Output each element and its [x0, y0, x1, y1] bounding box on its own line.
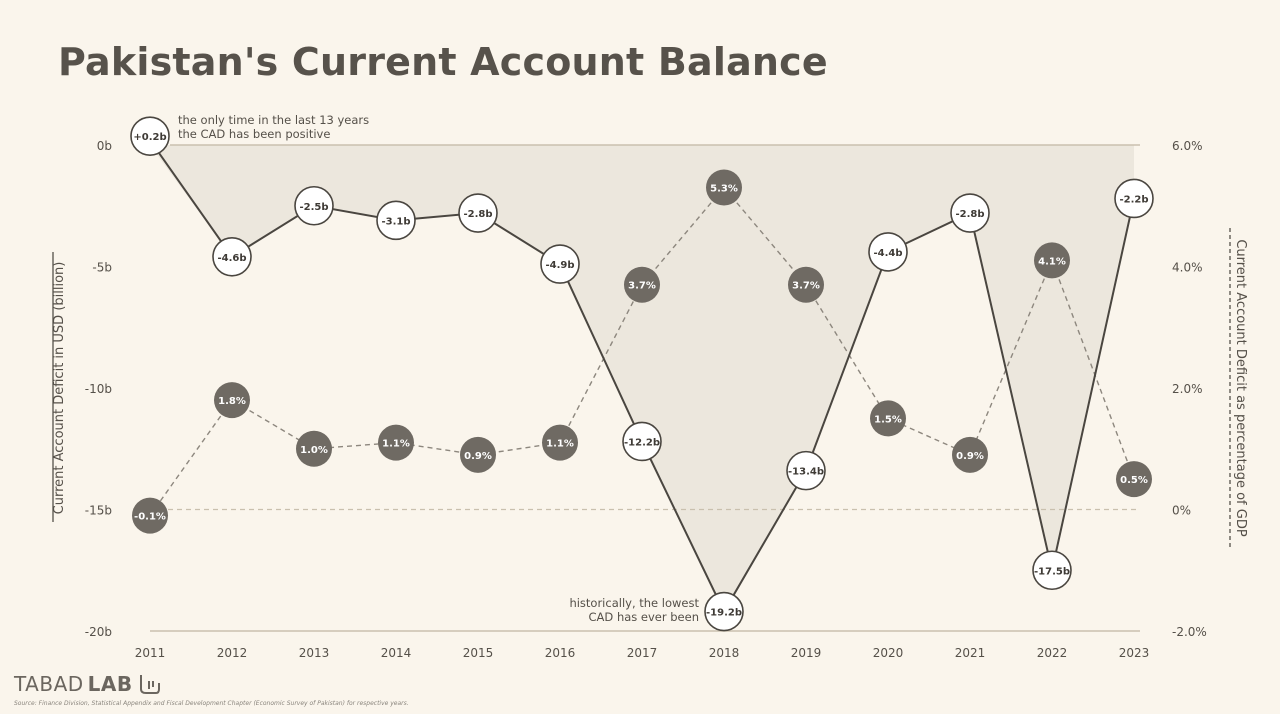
- brand-bold-text: LAB: [87, 672, 133, 696]
- x-tick-label: 2022: [1037, 646, 1068, 660]
- x-tick-label: 2011: [135, 646, 166, 660]
- chart-title: Pakistan's Current Account Balance: [58, 40, 828, 84]
- usd-data-label: -17.5b: [1034, 566, 1070, 577]
- brand-logo: TABAD LAB: [14, 672, 161, 696]
- usd-area-layer: [150, 145, 1134, 612]
- x-tick-label: 2020: [873, 646, 904, 660]
- gdp-data-label: 0.9%: [956, 451, 984, 462]
- gdp-data-label: 0.9%: [464, 451, 492, 462]
- usd-point: [540, 244, 580, 284]
- usd-data-label: -4.4b: [873, 248, 902, 259]
- x-axis-ticks: 2011 2012 2013 2014 2015 2016 2017 2018 2019 2020…: [135, 646, 1150, 660]
- left-tick-label: 0b: [97, 139, 112, 153]
- left-tick-label: -10b: [85, 382, 112, 396]
- usd-data-label: -3.1b: [381, 216, 410, 227]
- x-tick-label: 2017: [627, 646, 658, 660]
- gdp-point: [870, 400, 906, 437]
- gdp-data-label: 1.0%: [300, 445, 328, 456]
- gdp-point: [460, 436, 496, 473]
- gdp-point: [952, 436, 988, 473]
- usd-point: [950, 193, 990, 233]
- usd-point: [1032, 550, 1072, 591]
- x-tick-label: 2018: [709, 646, 740, 660]
- x-tick-label: 2021: [955, 646, 986, 660]
- x-tick-label: 2016: [545, 646, 576, 660]
- source-note: Source: Finance Division, Statistical Ap…: [14, 700, 409, 707]
- usd-data-label: -19.2b: [706, 608, 742, 619]
- axis-labels: 0b -5b -10b -15b -20b 6.0% 4.0% 2.0% 0% -2.0% Curr…: [52, 139, 1248, 639]
- gdp-point: [624, 266, 660, 303]
- left-tick-label: -15b: [85, 504, 112, 518]
- x-tick-label: 2014: [381, 646, 412, 660]
- x-tick-label: 2023: [1119, 646, 1150, 660]
- x-tick-label: 2012: [217, 646, 248, 660]
- usd-point: [622, 421, 662, 462]
- x-tick-label: 2019: [791, 646, 822, 660]
- annotation-positive-cad: the only time in the last 13 years: [178, 113, 369, 127]
- usd-point: [1114, 178, 1154, 219]
- gdp-point: [132, 497, 168, 534]
- usd-point: [868, 232, 908, 272]
- usd-data-label: -2.8b: [955, 209, 984, 220]
- usd-data-label: -2.8b: [463, 209, 492, 220]
- usd-data-label: -4.9b: [545, 260, 574, 271]
- usd-data-label: -12.2b: [624, 437, 660, 448]
- gdp-point: [214, 382, 250, 419]
- right-tick-label: 4.0%: [1172, 261, 1203, 275]
- gdp-data-label: 0.5%: [1120, 475, 1148, 486]
- gdp-point: [378, 424, 414, 461]
- x-tick-label: 2015: [463, 646, 494, 660]
- usd-point: [458, 193, 498, 233]
- gdp-data-label: 4.1%: [1038, 256, 1066, 267]
- right-axis-title: Current Account Deficit as percentage of…: [1233, 239, 1248, 537]
- gdp-data-label: 1.8%: [218, 396, 246, 407]
- usd-point: [130, 116, 170, 156]
- gdp-point: [1116, 461, 1152, 498]
- gdp-point: [542, 424, 578, 461]
- left-axis-title: Current Account Deficit in USD (billion): [52, 262, 67, 515]
- usd-data-label: -4.6b: [217, 253, 246, 264]
- gdp-data-label: 3.7%: [628, 281, 656, 292]
- usd-point: [376, 200, 416, 241]
- annotation-lowest-cad: CAD has ever been: [589, 610, 699, 624]
- gdp-point: [706, 169, 742, 206]
- gdp-data-label: 3.7%: [792, 281, 820, 292]
- brand-mark-icon: [139, 675, 160, 694]
- usd-series: +0.2b -4.6b -2.5b -3.1b -2.8b -4.9b -12.2b -19.…: [130, 116, 1154, 632]
- usd-data-label: -13.4b: [788, 467, 824, 478]
- x-tick-label: 2013: [299, 646, 330, 660]
- reference-lines: [150, 144, 1140, 632]
- usd-point: [212, 236, 252, 277]
- gdp-data-label: 1.5%: [874, 414, 902, 425]
- gdp-series: -0.1% 1.8% 1.0% 1.1% 0.9% 1.1% 3.7% 5.3% 3.7% 1.5…: [132, 169, 1152, 534]
- gdp-data-label: 1.1%: [382, 439, 410, 450]
- gdp-data-label: 5.3%: [710, 184, 738, 195]
- left-tick-label: -20b: [85, 625, 112, 639]
- gdp-point: [296, 430, 332, 467]
- right-tick-label: 2.0%: [1172, 382, 1203, 396]
- usd-data-label: -2.5b: [299, 202, 328, 213]
- annotation-positive-cad: the CAD has been positive: [178, 127, 330, 141]
- usd-point: [704, 591, 744, 632]
- usd-point: [786, 450, 826, 491]
- gdp-data-label: 1.1%: [546, 439, 574, 450]
- brand-light-text: TABAD: [14, 672, 84, 696]
- usd-data-label: +0.2b: [133, 132, 166, 143]
- left-tick-label: -5b: [92, 261, 112, 275]
- right-tick-label: 6.0%: [1172, 139, 1203, 153]
- gdp-point: [788, 266, 824, 303]
- usd-area-fill: [150, 145, 1134, 612]
- right-tick-label: -2.0%: [1172, 625, 1207, 639]
- usd-point: [294, 185, 334, 226]
- gdp-point: [1034, 242, 1070, 279]
- right-tick-label: 0%: [1172, 504, 1191, 518]
- gdp-data-label: -0.1%: [134, 512, 166, 523]
- annotation-lowest-cad: historically, the lowest: [569, 596, 699, 610]
- usd-data-label: -2.2b: [1119, 194, 1148, 205]
